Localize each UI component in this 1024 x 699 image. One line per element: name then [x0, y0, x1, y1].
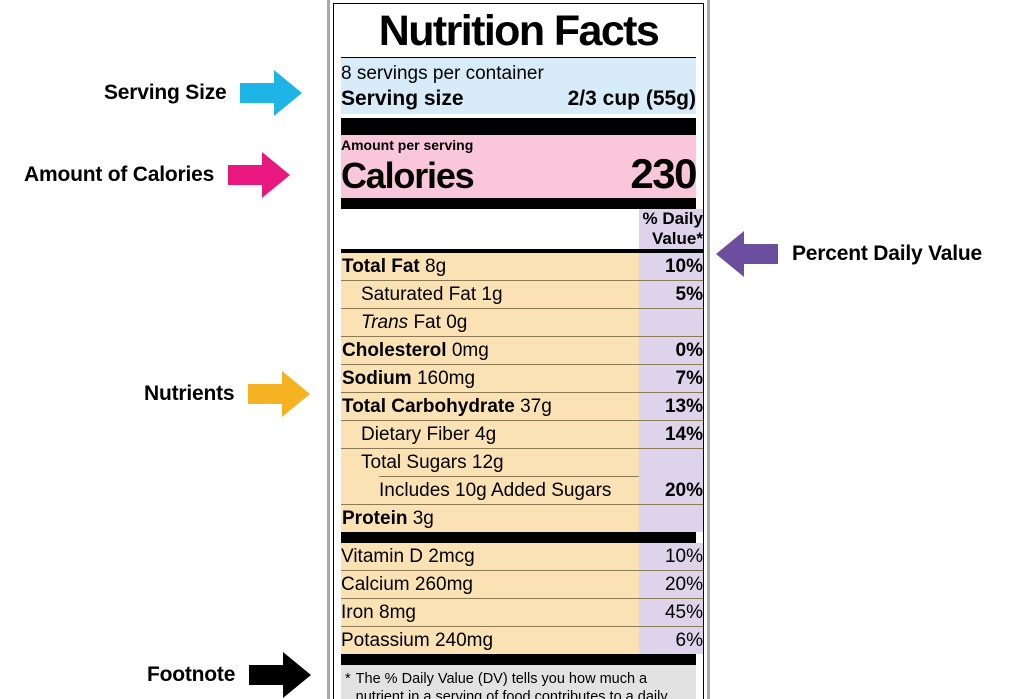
arrow-right-icon-footnote	[249, 652, 312, 698]
annotation-label-nutrients: Nutrients	[144, 382, 235, 405]
nutrient-dv: 5%	[639, 280, 703, 309]
table-row: Trans Fat 0g	[341, 308, 703, 337]
nutrient-name: Total Sugars 12g	[341, 448, 639, 476]
separator-bar-below-protein	[341, 532, 696, 543]
indented-separator	[341, 476, 703, 477]
nutrient-dv: 20%	[639, 477, 703, 505]
footnote-asterisk: *	[345, 671, 351, 687]
table-row: Potassium 240mg 6%	[341, 626, 703, 654]
table-row: Total Fat 8g 10%	[341, 249, 703, 281]
nutrient-name: Dietary Fiber 4g	[341, 420, 639, 449]
serving-information-block: 8 servings per container Serving size 2/…	[341, 58, 696, 114]
arrow-right-icon-amount-of-calories	[228, 152, 291, 198]
table-row: Total Sugars 12g	[341, 448, 703, 476]
nutrients-table: % Daily Value* Total Fat 8g 10% Saturate…	[341, 209, 703, 532]
arrow-right-icon-nutrients	[248, 371, 311, 417]
table-row: Vitamin D 2mcg 10%	[341, 543, 703, 571]
vitamin-dv: 10%	[639, 543, 703, 571]
nutrient-name: Total Fat 8g	[341, 249, 639, 281]
annotation-label-percent-daily-value: Percent Daily Value	[792, 242, 982, 265]
table-row: Dietary Fiber 4g 14%	[341, 420, 703, 449]
nutrient-dv: 14%	[639, 420, 703, 449]
calories-value: 230	[630, 150, 697, 197]
serving-size-row: Serving size 2/3 cup (55g)	[341, 86, 696, 112]
annotation-footnote: Footnote	[147, 652, 312, 698]
annotation-nutrients: Nutrients	[144, 371, 311, 417]
calories-row: Calories 230	[341, 150, 697, 198]
vitamin-name: Calcium 260mg	[341, 570, 639, 599]
nutrition-facts-panel: Nutrition Facts 8 servings per container…	[327, 0, 710, 699]
serving-size-value: 2/3 cup (55g)	[567, 87, 696, 110]
nutrient-name: Protein 3g	[341, 504, 639, 532]
table-row: Calcium 260mg 20%	[341, 570, 703, 599]
nutrient-name: Sodium 160mg	[341, 364, 639, 393]
vitamin-name: Iron 8mg	[341, 598, 639, 627]
nutrient-dv: 10%	[639, 249, 703, 281]
vitamins-table: Vitamin D 2mcg 10% Calcium 260mg 20% Iro…	[341, 543, 703, 654]
nutrient-name: Includes 10g Added Sugars	[341, 477, 639, 505]
amount-per-serving-label: Amount per serving	[341, 137, 474, 153]
annotation-amount-of-calories: Amount of Calories	[24, 152, 291, 198]
vitamin-name: Potassium 240mg	[341, 626, 639, 654]
nutrient-dv	[639, 504, 703, 532]
nutrient-name: Trans Fat 0g	[341, 308, 639, 337]
annotation-label-footnote: Footnote	[147, 663, 236, 686]
daily-value-header-spacer	[341, 209, 639, 251]
nutrition-facts-inner-frame: Nutrition Facts 8 servings per container…	[333, 3, 704, 699]
annotation-label-amount-of-calories: Amount of Calories	[24, 163, 215, 186]
table-row: Includes 10g Added Sugars 20%	[341, 477, 703, 505]
annotation-label-serving-size: Serving Size	[104, 81, 227, 104]
table-row: Sodium 160mg 7%	[341, 364, 703, 393]
calories-block: Amount per serving Calories 230	[341, 135, 697, 198]
nutrient-dv: 0%	[639, 336, 703, 365]
daily-value-header: % Daily Value*	[639, 209, 703, 251]
nutrient-dv	[639, 308, 703, 337]
nutrient-dv: 7%	[639, 364, 703, 393]
calories-label: Calories	[341, 155, 475, 196]
table-row: Total Carbohydrate 37g 13%	[341, 392, 703, 421]
nutrient-name: Saturated Fat 1g	[341, 280, 639, 309]
footnote-block: * The % Daily Value (DV) tells you how m…	[341, 665, 696, 699]
vitamin-name: Vitamin D 2mcg	[341, 543, 639, 571]
nutrient-dv	[639, 448, 703, 476]
arrow-left-icon-percent-daily-value	[716, 231, 778, 277]
vitamin-dv: 6%	[639, 626, 703, 654]
daily-value-header-row: % Daily Value*	[341, 209, 703, 251]
footnote-text: The % Daily Value (DV) tells you how muc…	[355, 671, 668, 699]
nutrient-dv: 13%	[639, 392, 703, 421]
nutrient-name: Total Carbohydrate 37g	[341, 392, 639, 421]
annotation-serving-size: Serving Size	[104, 70, 303, 116]
table-row: Cholesterol 0mg 0%	[341, 336, 703, 365]
separator-bar-below-calories	[341, 198, 696, 209]
vitamin-dv: 45%	[639, 598, 703, 627]
annotation-percent-daily-value: Percent Daily Value	[716, 231, 982, 277]
vitamin-dv: 20%	[639, 570, 703, 599]
servings-per-container: 8 servings per container	[341, 63, 544, 84]
table-row: Saturated Fat 1g 5%	[341, 280, 703, 309]
serving-size-label: Serving size	[341, 87, 464, 110]
nutrient-name: Cholesterol 0mg	[341, 336, 639, 365]
separator-bar-above-footnote	[341, 654, 696, 665]
table-row: Protein 3g	[341, 504, 703, 532]
arrow-right-icon-serving-size	[240, 70, 303, 116]
table-row: Iron 8mg 45%	[341, 598, 703, 627]
separator-bar-thick-top	[341, 118, 696, 135]
page-title: Nutrition Facts	[341, 4, 696, 58]
